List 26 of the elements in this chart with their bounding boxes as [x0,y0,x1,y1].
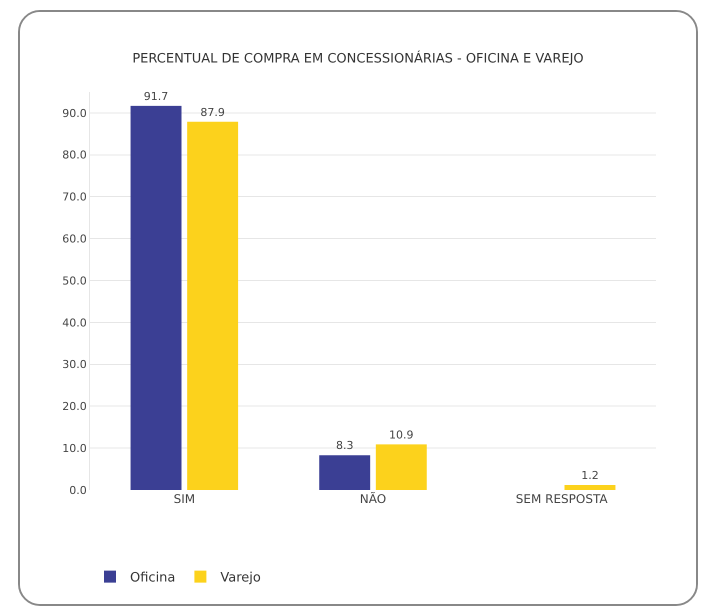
y-tick-label: 60.0 [62,232,87,246]
y-tick-label: 30.0 [62,358,87,372]
x-tick-label: NÃO [360,491,386,506]
data-label: 1.2 [581,468,599,482]
y-tick-label: 10.0 [62,442,87,455]
data-label: 91.7 [144,90,168,103]
data-label: 8.3 [336,439,354,452]
y-tick-label: 80.0 [62,148,87,162]
bar [319,455,370,490]
y-tick-label: 90.0 [62,106,87,120]
legend-label: Varejo [220,570,261,586]
x-tick-label: SIM [174,492,196,506]
y-tick-label: 0.0 [69,484,87,497]
y-tick-label: 50.0 [62,274,87,288]
legend-label: Oficina [130,570,176,586]
data-label: 87.9 [200,106,225,119]
bar [130,106,182,490]
data-label: 10.9 [389,428,414,442]
x-tick-label: SEM RESPOSTA [516,492,608,506]
y-tick-label: 70.0 [62,190,87,204]
bar [376,444,427,490]
y-tick-label: 20.0 [62,400,87,414]
y-tick-label: 40.0 [62,316,87,330]
bar [564,484,616,490]
bar [187,122,238,490]
chart-title: PERCENTUAL DE COMPRA EM CONCESSIONÁRIAS - OFICINA E VAREJO [132,50,584,67]
